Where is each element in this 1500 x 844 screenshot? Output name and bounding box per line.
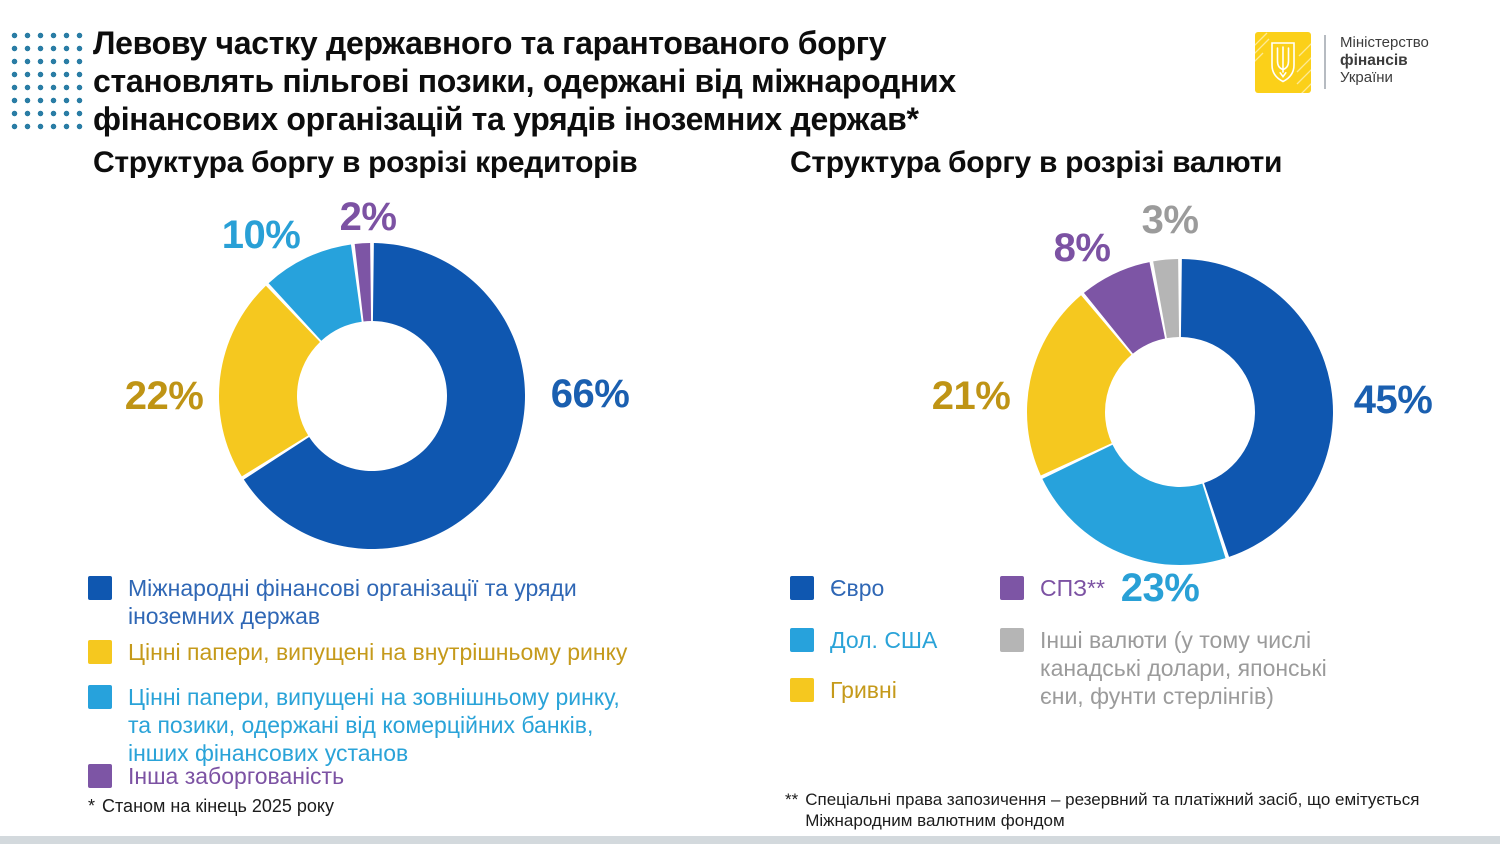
legend-swatch-gray xyxy=(1000,628,1024,652)
legend-swatch-blue xyxy=(88,576,112,600)
legend-item-ifo: Міжнародні фінансові організації та уряд… xyxy=(88,574,577,630)
legend-item-other-currencies: Інші валюти (у тому числі канадські дола… xyxy=(1000,626,1327,710)
bottom-strip xyxy=(0,836,1500,844)
legend-item-usd: Дол. США xyxy=(790,626,937,654)
legend-swatch-light-blue xyxy=(790,628,814,652)
legend-label-other-currencies: Інші валюти (у тому числі канадські дола… xyxy=(1040,627,1327,709)
footnote-right-marker: ** xyxy=(785,790,799,809)
pct-label-currency-eur: 45% xyxy=(1353,378,1433,422)
pct-label-currency-uah: 21% xyxy=(931,374,1011,418)
pct-label-creditors-external: 10% xyxy=(221,213,301,257)
footnote-left-text: Станом на кінець 2025 року xyxy=(102,796,335,816)
currency-chart-title: Структура боргу в розрізі валюти xyxy=(790,146,1283,179)
pct-label-currency-usd: 23% xyxy=(1120,566,1200,610)
ministry-name-line3: України xyxy=(1340,69,1393,86)
currency-donut-chart xyxy=(1027,259,1333,566)
legend-label-uah: Гривні xyxy=(830,677,897,703)
legend-item-uah: Гривні xyxy=(790,676,897,704)
donut-slice xyxy=(1153,259,1180,339)
legend-item-eur: Євро xyxy=(790,574,884,602)
legend-swatch-purple xyxy=(88,764,112,788)
legend-label-sdr: СПЗ** xyxy=(1040,575,1105,601)
page-title: Левову частку державного та гарантованог… xyxy=(93,25,956,137)
pct-label-creditors-ifo: 66% xyxy=(550,372,630,416)
legend-swatch-blue xyxy=(790,576,814,600)
donut-slice xyxy=(1083,262,1166,354)
legend-swatch-purple xyxy=(1000,576,1024,600)
donut-slice xyxy=(219,285,320,477)
donut-slice xyxy=(1027,295,1132,476)
legend-swatch-yellow xyxy=(88,640,112,664)
legend-item-domestic-securities: Цінні папери, випущені на внутрішньому р… xyxy=(88,638,627,666)
legend-swatch-yellow xyxy=(790,678,814,702)
legend-item-other-debt: Інша заборгованість xyxy=(88,762,344,790)
logo-divider xyxy=(1324,35,1326,89)
creditors-donut-chart xyxy=(219,243,526,549)
ministry-name-line2: фінансів xyxy=(1340,51,1408,69)
creditors-chart-title: Структура боргу в розрізі кредиторів xyxy=(93,146,638,179)
ministry-name-line1: Міністерство xyxy=(1340,34,1429,51)
dots-decoration xyxy=(8,29,87,133)
donut-slice xyxy=(1042,444,1226,566)
legend-label-domestic-securities: Цінні папери, випущені на внутрішньому р… xyxy=(128,639,628,665)
pct-label-creditors-other: 2% xyxy=(339,195,397,239)
ministry-name: Міністерство фінансів України xyxy=(1340,34,1429,87)
donut-slice xyxy=(354,243,372,322)
legend-label-external-securities: Цінні папери, випущені на зовнішньому ри… xyxy=(128,684,620,766)
legend-label-eur: Євро xyxy=(830,575,885,601)
legend-label-ifo: Міжнародні фінансові організації та уряд… xyxy=(128,575,577,629)
legend-item-sdr: СПЗ** xyxy=(1000,574,1105,602)
footnote-right-text: Спеціальні права запозичення – резервний… xyxy=(805,790,1420,830)
legend-label-usd: Дол. США xyxy=(830,627,938,653)
footnote-left-marker: * xyxy=(88,796,96,816)
legend-label-other-debt: Інша заборгованість xyxy=(128,763,345,789)
pct-label-creditors-domestic: 22% xyxy=(124,374,204,418)
footnote-left: * Станом на кінець 2025 року xyxy=(88,795,334,817)
pct-label-currency-sdr: 8% xyxy=(1053,226,1111,270)
legend-item-external-securities: Цінні папери, випущені на зовнішньому ри… xyxy=(88,683,620,767)
donut-slice xyxy=(1180,259,1333,557)
donut-slice xyxy=(268,244,362,341)
ministry-logo: Міністерство фінансів України xyxy=(1255,32,1429,93)
footnote-right: ** Спеціальні права запозичення – резерв… xyxy=(785,789,1419,831)
donut-slice xyxy=(243,243,526,549)
legend-swatch-light-blue xyxy=(88,685,112,709)
pct-label-currency-other: 3% xyxy=(1141,198,1199,242)
trident-emblem-icon xyxy=(1255,32,1311,93)
